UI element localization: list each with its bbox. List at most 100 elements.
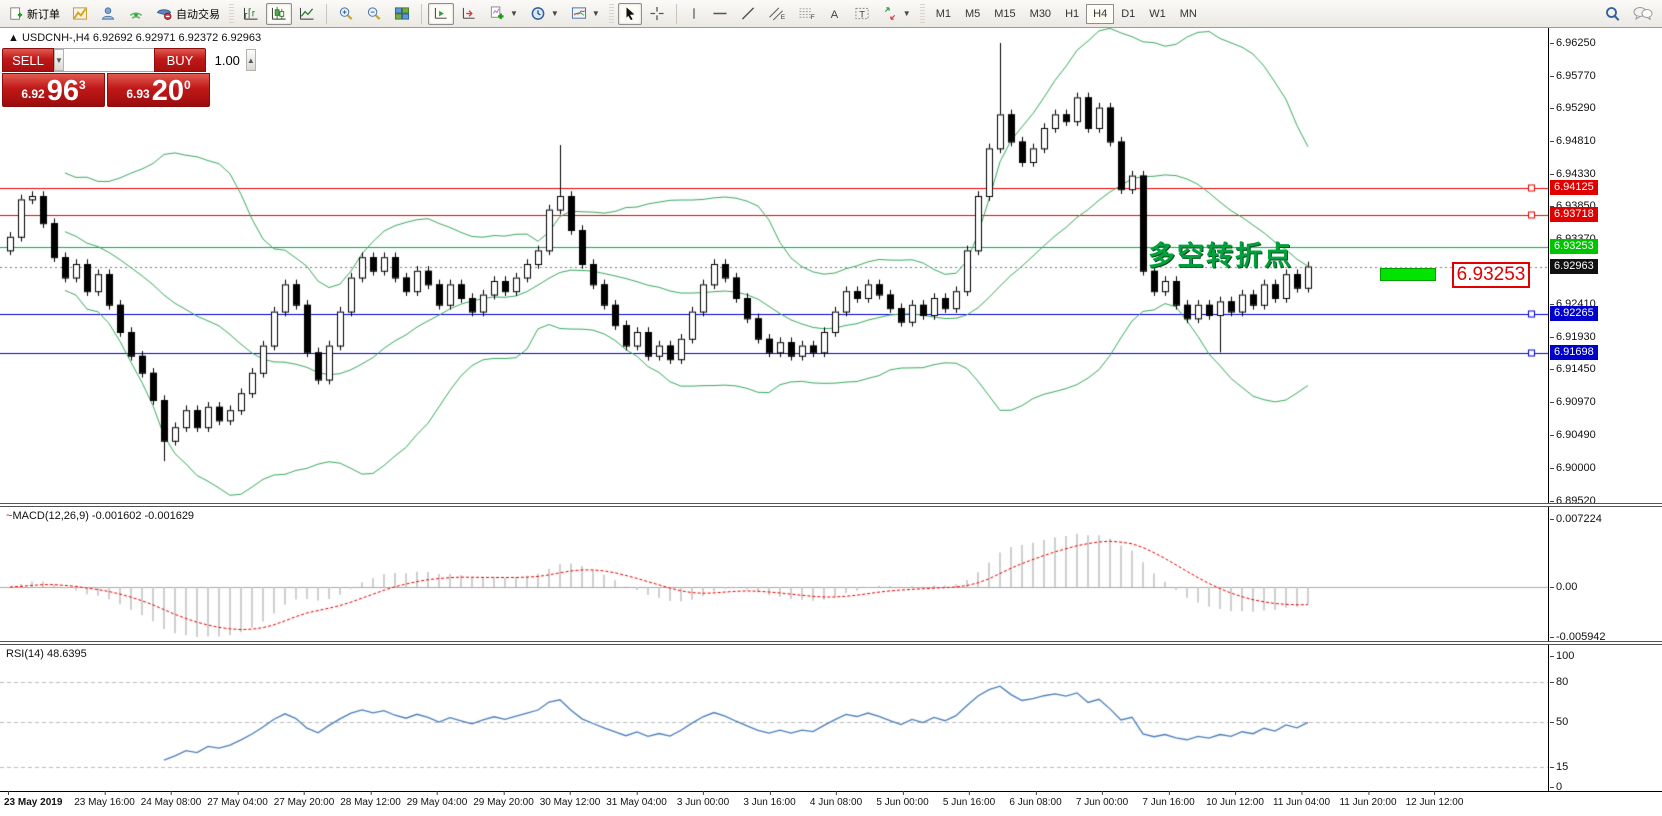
- annotation-highlight-bar[interactable]: [1380, 268, 1436, 281]
- profile-button[interactable]: [95, 3, 121, 25]
- signals-button[interactable]: [123, 3, 149, 25]
- toolbar-separator: [326, 3, 327, 24]
- auto-trading-button[interactable]: 自动交易: [151, 3, 225, 25]
- price-tag: 6.92963: [1550, 258, 1598, 274]
- buy-button[interactable]: BUY: [154, 48, 206, 72]
- crosshair-icon: [650, 6, 664, 21]
- label-icon: T: [855, 7, 869, 19]
- auto-trading-icon: [156, 9, 172, 20]
- price-axis-label: 6.94810: [1550, 134, 1596, 147]
- sell-price-button[interactable]: 6.92 96 3: [2, 73, 105, 107]
- time-axis-label: 28 May 12:00: [340, 791, 401, 808]
- timeframe-h4-button[interactable]: H4: [1086, 3, 1115, 24]
- templates-icon: [571, 7, 586, 19]
- timeframe-w1-button[interactable]: W1: [1149, 7, 1166, 20]
- vertical-line-button[interactable]: [683, 3, 705, 25]
- chart-shift-button[interactable]: [456, 3, 482, 25]
- crosshair-button[interactable]: [644, 3, 670, 25]
- time-axis-label: 6 Jun 08:00: [1009, 791, 1062, 808]
- rsi-panel: RSI(14) 48.6395 100 80 50 15 0: [0, 645, 1662, 793]
- time-axis-label: 23 May 16:00: [74, 791, 135, 808]
- periods-clock-icon: [531, 7, 545, 20]
- text-tool-button[interactable]: A: [823, 3, 847, 25]
- signals-icon: [129, 12, 143, 19]
- tile-windows-button[interactable]: [389, 3, 415, 25]
- timeframe-group: M1 M5 M15 M30 H1 H4 D1 W1 MN: [929, 3, 1204, 24]
- main-chart-panel: ▲ USDCNH-,H4 6.92692 6.92971 6.92372 6.9…: [0, 28, 1662, 507]
- label-tool-button[interactable]: T: [849, 3, 875, 25]
- line-chart-button[interactable]: [294, 3, 320, 25]
- timeframe-m5-button[interactable]: M5: [964, 7, 981, 20]
- indicators-icon: [490, 6, 504, 20]
- fibonacci-icon: F: [799, 8, 815, 21]
- fibonacci-button[interactable]: F: [793, 3, 821, 25]
- rsi-canvas[interactable]: [0, 645, 1548, 791]
- toolbar: 新订单 自动交易: [0, 0, 1662, 28]
- panel-splitter[interactable]: [0, 641, 1662, 645]
- chat-button[interactable]: [1628, 3, 1658, 25]
- macd-label: ~MACD(12,26,9) -0.001602 -0.001629: [6, 510, 195, 522]
- timeframe-h1-button[interactable]: H1: [1065, 7, 1080, 20]
- collapse-arrow-icon[interactable]: ▲: [8, 32, 22, 44]
- indicators-button[interactable]: ▼: [484, 3, 523, 25]
- macd-canvas[interactable]: [0, 507, 1548, 641]
- charts-window-button[interactable]: [67, 3, 93, 25]
- zoom-out-button[interactable]: [361, 3, 387, 25]
- volume-increase-button[interactable]: ▲: [245, 49, 256, 71]
- price-tag: 6.93718: [1550, 207, 1598, 223]
- time-axis-label: 30 May 12:00: [539, 791, 601, 808]
- cursor-button[interactable]: [617, 2, 642, 25]
- timeframe-mn-button[interactable]: MN: [1179, 7, 1197, 20]
- svg-text:A: A: [830, 9, 838, 21]
- templates-button[interactable]: ▼: [566, 3, 605, 25]
- time-axis-label: 31 May 04:00: [606, 791, 667, 808]
- buy-price-button[interactable]: 6.93 20 0: [107, 73, 210, 107]
- sell-button[interactable]: SELL: [2, 48, 54, 72]
- horizontal-line-icon: [713, 12, 727, 15]
- time-axis-label: 10 Jun 12:00: [1206, 791, 1264, 808]
- annotation-price-box[interactable]: 6.93253: [1452, 262, 1530, 288]
- price-tag: 6.91698: [1550, 344, 1598, 360]
- buy-price-small: 6.93: [126, 87, 150, 101]
- timeframe-d1-button[interactable]: D1: [1121, 7, 1136, 20]
- search-button[interactable]: [1599, 3, 1626, 25]
- buy-price-sup: 0: [183, 78, 191, 92]
- rsi-label: RSI(14) 48.6395: [6, 648, 87, 660]
- arrows-tool-button[interactable]: ▼: [877, 3, 916, 25]
- price-axis-label: 6.95290: [1550, 102, 1596, 115]
- time-axis-label: 7 Jun 16:00: [1142, 791, 1195, 808]
- time-axis-label: 3 Jun 16:00: [743, 791, 796, 808]
- bar-chart-button[interactable]: [238, 3, 264, 25]
- volume-decrease-button[interactable]: ▼: [54, 49, 64, 71]
- time-axis-label: 12 Jun 12:00: [1405, 791, 1464, 808]
- periods-button[interactable]: ▼: [525, 3, 564, 25]
- price-chart-canvas[interactable]: [0, 28, 1548, 503]
- zoom-in-button[interactable]: [333, 3, 359, 25]
- timeframe-m1-button[interactable]: M1: [935, 7, 951, 20]
- panel-splitter[interactable]: [0, 503, 1662, 507]
- auto-trading-label: 自动交易: [176, 8, 220, 21]
- time-axis-label: 29 May 20:00: [473, 791, 534, 808]
- candlestick-chart-button[interactable]: [266, 2, 292, 25]
- timeframe-m30-button[interactable]: M30: [1029, 7, 1052, 20]
- equidistant-channel-button[interactable]: E: [763, 3, 791, 25]
- toolbar-grip: [229, 3, 234, 24]
- trendline-button[interactable]: [735, 3, 761, 25]
- time-axis-label: 23 May 2019: [4, 791, 63, 808]
- templates-caret: ▼: [591, 9, 600, 18]
- new-order-button[interactable]: 新订单: [4, 3, 65, 25]
- time-axis-label: 24 May 08:00: [140, 791, 202, 808]
- time-axis-label: 7 Jun 00:00: [1075, 791, 1129, 808]
- vertical-line-icon: [693, 8, 695, 19]
- time-axis-label: 11 Jun 04:00: [1272, 791, 1331, 808]
- rsi-axis-label: 15: [1549, 761, 1569, 774]
- auto-scroll-icon: [434, 7, 447, 19]
- auto-scroll-button[interactable]: [428, 2, 454, 25]
- toolbar-grip: [608, 3, 614, 24]
- timeframe-m15-button[interactable]: M15: [994, 7, 1016, 20]
- chat-icon: [1633, 6, 1653, 20]
- chart-title: ▲ USDCNH-,H4 6.92692 6.92971 6.92372 6.9…: [8, 32, 261, 44]
- price-axis-label: 6.90490: [1550, 428, 1596, 441]
- horizontal-line-button[interactable]: [707, 3, 733, 25]
